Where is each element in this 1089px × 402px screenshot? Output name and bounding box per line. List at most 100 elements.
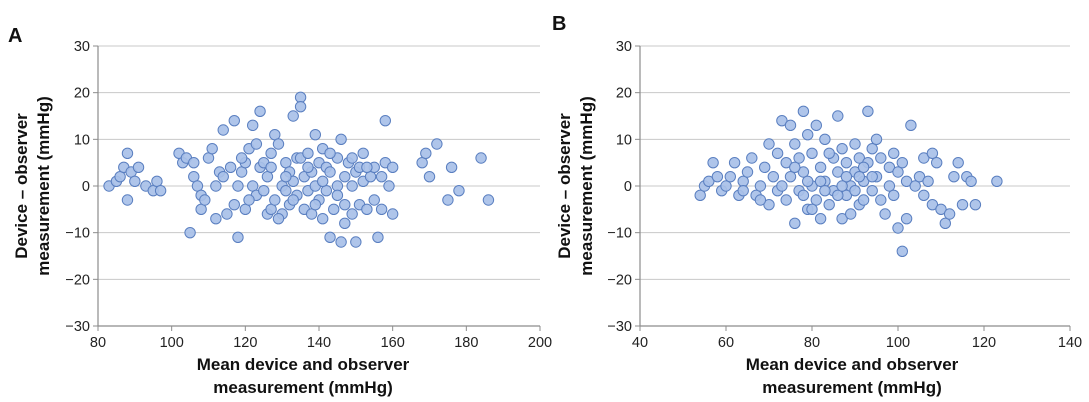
panel-b-data-point xyxy=(883,161,896,174)
panel-b-y-axis-label-line2: measurement (mmHg) xyxy=(577,96,596,276)
panel-b-data-point xyxy=(836,212,848,225)
panel-b-data-point xyxy=(836,142,848,155)
panel-a-data-point xyxy=(217,124,229,136)
panel-b-data-point xyxy=(853,170,865,183)
panel-b-data-point xyxy=(905,119,917,132)
panel-a-data-point xyxy=(228,114,240,127)
panel-a-x-tick-label: 80 xyxy=(90,335,106,351)
panel-b-data-point xyxy=(754,194,767,206)
panel-b-data-point xyxy=(711,170,724,183)
panel-b-data-point xyxy=(707,156,719,169)
panel-b-data-point xyxy=(879,208,891,220)
panel-a-data-point xyxy=(339,217,351,230)
panel-b-data-point xyxy=(832,166,844,178)
panel-a-data-point xyxy=(243,194,255,206)
panel-a-data-point xyxy=(280,184,292,197)
panel-b-data-point xyxy=(789,217,801,230)
panel-a-y-tick-label: 30 xyxy=(74,39,90,55)
panel-b-data-point xyxy=(832,110,844,122)
panel-b-data-point xyxy=(767,170,779,183)
panel-label-b: B xyxy=(552,13,566,35)
panel-a-y-tick-label: 20 xyxy=(74,86,90,102)
panel-b-x-tick-label: 80 xyxy=(804,335,820,351)
panel-b-y-tick-label: 10 xyxy=(616,132,632,148)
panel-a-data-point xyxy=(184,226,196,239)
panel-b-data-point xyxy=(857,194,870,206)
panel-b-data-point xyxy=(922,175,934,188)
panel-b-data-point xyxy=(810,194,822,206)
panel-a-y-axis-label-line1: Device – observer xyxy=(12,113,31,259)
panel-a-data-point xyxy=(346,180,358,192)
panel-a-data-point xyxy=(361,161,373,174)
panel-b-data-point xyxy=(763,198,775,211)
panel-b-data-point xyxy=(797,189,810,202)
panel-a-data-point xyxy=(265,147,277,160)
panel-a-data-point xyxy=(361,203,373,216)
panel-a-data-point xyxy=(372,231,384,244)
panel-b-data-point xyxy=(741,166,754,178)
panel-b-data-point xyxy=(918,189,930,202)
panel-a-data-point xyxy=(129,175,141,188)
panel-b-data-point xyxy=(810,119,822,132)
panel-b-y-tick-label: 20 xyxy=(616,86,632,102)
panel-a-data-point xyxy=(386,208,399,220)
panel-b-data-point xyxy=(900,175,913,188)
panel-a-data-point xyxy=(324,166,336,178)
panel-a-y-tick-labels: −30 −20 −10 0 10 20 30 xyxy=(65,39,90,335)
panel-b-data-point xyxy=(797,105,810,118)
panel-b-data-point xyxy=(776,114,788,127)
panel-b-data-point xyxy=(935,203,947,216)
panel-a-data-point xyxy=(350,236,362,248)
panel-b-data-point xyxy=(754,180,767,192)
panel-b-data-point xyxy=(857,161,870,174)
panel-b-y-tick-label: 30 xyxy=(616,39,632,55)
panel-b-data-point xyxy=(853,152,865,164)
panel-b-data-point xyxy=(789,138,801,150)
panel-b-y-axis-label-line1: Device – observer xyxy=(555,113,574,259)
panel-b-x-axis-label-line1: Mean device and observer xyxy=(746,355,959,374)
panel-a-data-point xyxy=(482,194,495,206)
panel-a-data-point xyxy=(228,198,240,211)
panel-b-data-point xyxy=(814,161,827,174)
panel-b-data-point xyxy=(814,212,827,225)
panel-a-x-axis-label-line1: Mean device and observer xyxy=(197,355,410,374)
panel-b-data-points xyxy=(694,105,1003,258)
panel-b-y-tick-label: −30 xyxy=(607,319,632,335)
panel-b-data-point xyxy=(875,194,887,206)
panel-a-data-point xyxy=(265,161,277,174)
panel-b-data-point xyxy=(900,212,913,225)
panel-b-x-tick-label: 140 xyxy=(1058,335,1082,351)
panel-a-data-point xyxy=(272,212,285,225)
panel-b-data-point xyxy=(840,156,853,169)
panel-a-data-point xyxy=(375,170,388,183)
panel-b-data-point xyxy=(763,138,775,150)
panel-a-data-point xyxy=(386,161,399,174)
panel-b-data-point xyxy=(896,156,908,169)
panel-b-data-point xyxy=(823,147,835,160)
panel-b-data-point xyxy=(866,184,878,197)
panel-b-data-point xyxy=(888,147,900,160)
panel-a-data-point xyxy=(339,198,351,211)
panel-a-y-tick-label: −30 xyxy=(65,319,90,335)
panel-b-data-point xyxy=(866,170,878,183)
panel-a-x-tick-label: 200 xyxy=(528,335,552,351)
panel-b-data-point xyxy=(793,152,805,164)
panel-label-a: A xyxy=(8,25,22,47)
panel-a-data-point xyxy=(309,128,322,141)
panel-b-data-point xyxy=(952,156,964,169)
panel-b-data-point xyxy=(771,147,784,160)
panel-a-data-point xyxy=(154,184,167,197)
panel-b-data-point xyxy=(819,133,831,146)
panel-a-data-point xyxy=(121,147,134,160)
panel-a-y-tick-label: −20 xyxy=(65,272,90,288)
panel-b-data-point xyxy=(802,128,814,141)
panel-b-data-point xyxy=(694,189,706,202)
panel-a-data-point xyxy=(420,147,432,160)
panel-a-data-point xyxy=(302,147,314,160)
panel-b-data-point xyxy=(943,208,956,220)
panel-b-data-point xyxy=(836,180,848,192)
panel-a-data-point xyxy=(383,180,395,192)
panel-a-data-point xyxy=(188,156,200,169)
panel-a-x-tick-labels: 80 100 120 140 160 180 200 xyxy=(90,335,552,351)
